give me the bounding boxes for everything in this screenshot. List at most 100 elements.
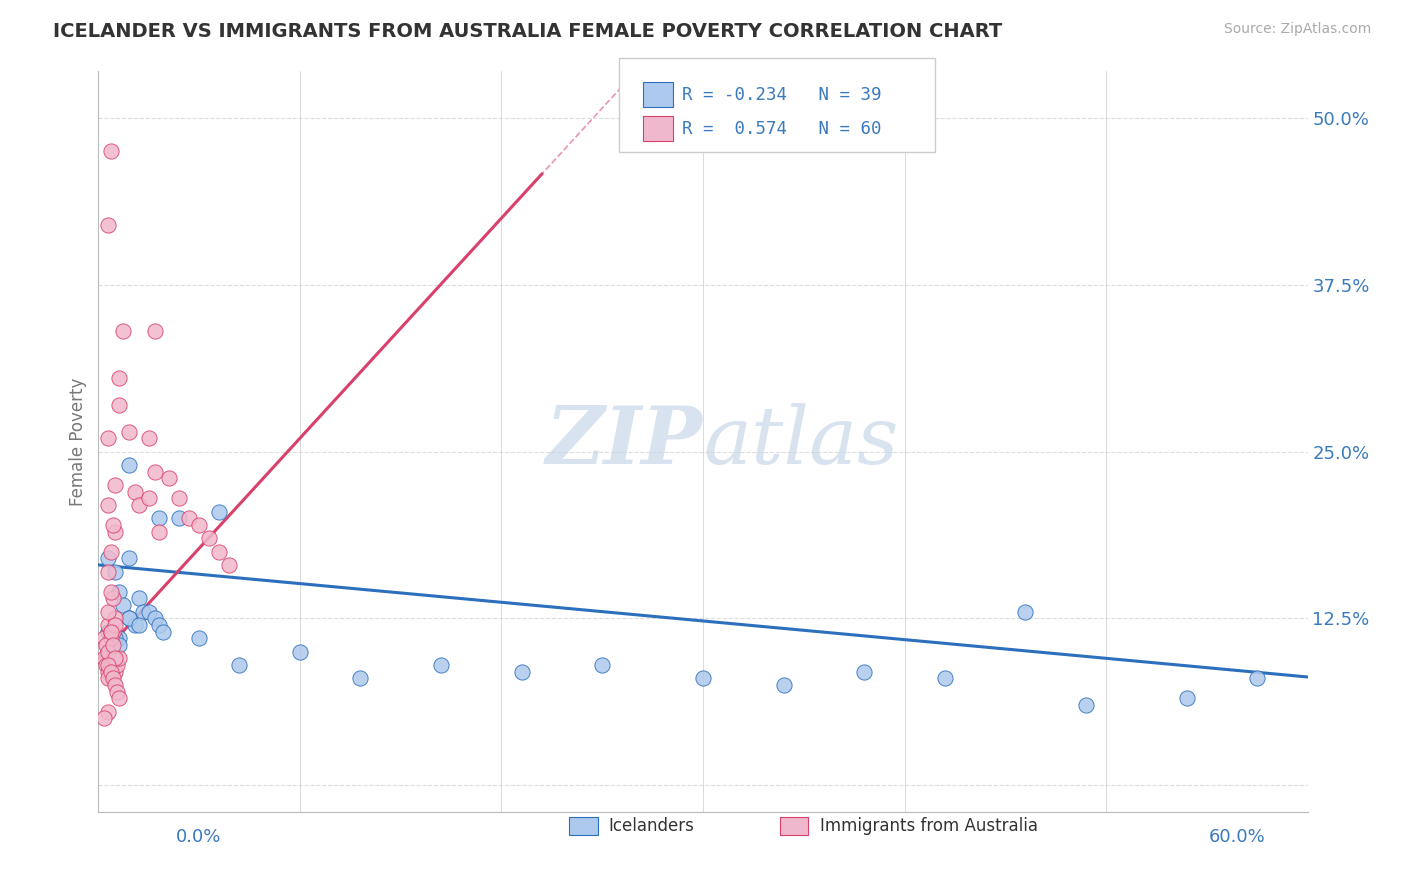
Point [152, 624, 174, 639]
Point [143, 325, 166, 339]
Point [188, 517, 211, 532]
Point [100, 665, 122, 679]
Point [97, 218, 120, 232]
Point [118, 425, 141, 439]
Point [218, 558, 240, 572]
Y-axis label: Female Poverty: Female Poverty [69, 377, 87, 506]
Point [124, 618, 146, 632]
Point [1246, 671, 1268, 685]
Point [853, 665, 876, 679]
Point [143, 611, 166, 625]
Point [100, 544, 122, 558]
Point [128, 591, 150, 606]
Point [107, 398, 129, 412]
Point [100, 624, 122, 639]
Point [148, 524, 170, 539]
Point [97, 665, 120, 679]
Point [103, 618, 125, 632]
Point [128, 498, 150, 512]
Point [97, 498, 120, 512]
Point [118, 611, 141, 625]
Point [118, 551, 141, 566]
Point [124, 484, 146, 499]
Text: R =  0.574   N = 60: R = 0.574 N = 60 [682, 120, 882, 137]
Point [103, 565, 125, 579]
Point [96, 657, 118, 672]
Point [138, 431, 160, 445]
Point [97, 624, 120, 639]
Point [132, 605, 155, 619]
Point [97, 551, 120, 566]
Point [188, 632, 211, 646]
Point [208, 505, 231, 519]
Point [97, 624, 120, 639]
Text: Immigrants from Australia: Immigrants from Australia [820, 817, 1038, 835]
Point [97, 565, 120, 579]
Point [103, 611, 125, 625]
Point [591, 657, 613, 672]
Point [100, 584, 122, 599]
Point [97, 645, 120, 659]
Point [107, 651, 129, 665]
Text: 0.0%: 0.0% [176, 828, 221, 846]
Point [97, 671, 120, 685]
Point [100, 624, 122, 639]
Point [111, 598, 134, 612]
Text: Icelanders: Icelanders [609, 817, 695, 835]
Point [138, 605, 160, 619]
Point [349, 671, 371, 685]
Point [167, 491, 190, 506]
Point [148, 618, 170, 632]
Point [111, 325, 134, 339]
Point [103, 665, 125, 679]
Point [103, 524, 125, 539]
Point [107, 632, 129, 646]
Point [934, 671, 956, 685]
Point [430, 657, 453, 672]
Point [228, 657, 250, 672]
Point [148, 511, 170, 525]
Text: R = -0.234   N = 39: R = -0.234 N = 39 [682, 86, 882, 103]
Point [96, 638, 118, 652]
Point [208, 544, 231, 558]
Point [93, 632, 115, 646]
Point [101, 651, 124, 665]
Point [100, 632, 122, 646]
Point [1074, 698, 1097, 712]
Point [198, 531, 221, 545]
Point [93, 651, 115, 665]
Point [118, 458, 141, 472]
Point [97, 645, 120, 659]
Point [692, 671, 714, 685]
Point [510, 665, 533, 679]
Point [103, 478, 125, 492]
Point [107, 371, 129, 385]
Point [118, 611, 141, 625]
Point [105, 684, 128, 698]
Point [97, 657, 120, 672]
Point [772, 678, 794, 692]
Point [97, 705, 120, 719]
Point [138, 491, 160, 506]
Point [103, 632, 125, 646]
Point [100, 145, 122, 159]
Point [128, 618, 150, 632]
Point [107, 584, 129, 599]
Point [103, 678, 125, 692]
Point [107, 691, 129, 706]
Point [101, 638, 124, 652]
Point [101, 671, 124, 685]
Point [103, 651, 125, 665]
Point [167, 511, 190, 525]
Point [105, 657, 128, 672]
Point [97, 605, 120, 619]
Text: 60.0%: 60.0% [1209, 828, 1265, 846]
Point [179, 511, 201, 525]
Point [1175, 691, 1198, 706]
Point [157, 471, 180, 485]
Point [101, 624, 124, 639]
Point [101, 591, 124, 606]
Point [100, 657, 122, 672]
Text: Source: ZipAtlas.com: Source: ZipAtlas.com [1223, 22, 1371, 37]
Point [97, 431, 120, 445]
